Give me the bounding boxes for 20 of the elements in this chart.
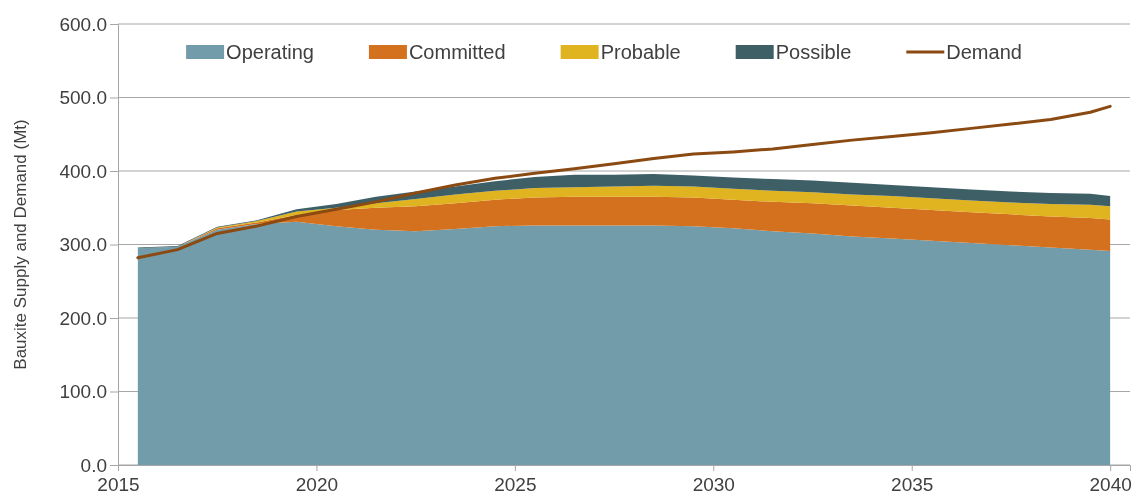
y-tick-label: 500.0 bbox=[59, 87, 107, 109]
x-tick-label: 2020 bbox=[295, 474, 339, 496]
y-tick-label: 200.0 bbox=[59, 307, 107, 329]
y-tick-label: 400.0 bbox=[59, 160, 107, 182]
legend-label: Committed bbox=[408, 41, 506, 63]
x-tick-label: 2015 bbox=[97, 474, 140, 496]
x-tick-label: 2035 bbox=[891, 474, 934, 496]
legend-label: Operating bbox=[226, 41, 314, 63]
legend-label: Probable bbox=[600, 41, 681, 63]
y-tick-label: 100.0 bbox=[59, 381, 107, 403]
legend-label: Possible bbox=[775, 41, 852, 63]
y-axis-title: Bauxite Supply and Demand (Mt) bbox=[11, 119, 30, 370]
line-series bbox=[136, 104, 1112, 260]
x-tick-label: 2040 bbox=[1089, 474, 1132, 496]
y-tick-label: 600.0 bbox=[59, 13, 107, 35]
y-tick-label: 300.0 bbox=[59, 234, 107, 256]
x-tick-label: 2025 bbox=[494, 474, 537, 496]
legend-label: Demand bbox=[946, 41, 1022, 63]
y-tick-label: 0.0 bbox=[80, 454, 107, 476]
x-tick-label: 2030 bbox=[692, 474, 735, 496]
